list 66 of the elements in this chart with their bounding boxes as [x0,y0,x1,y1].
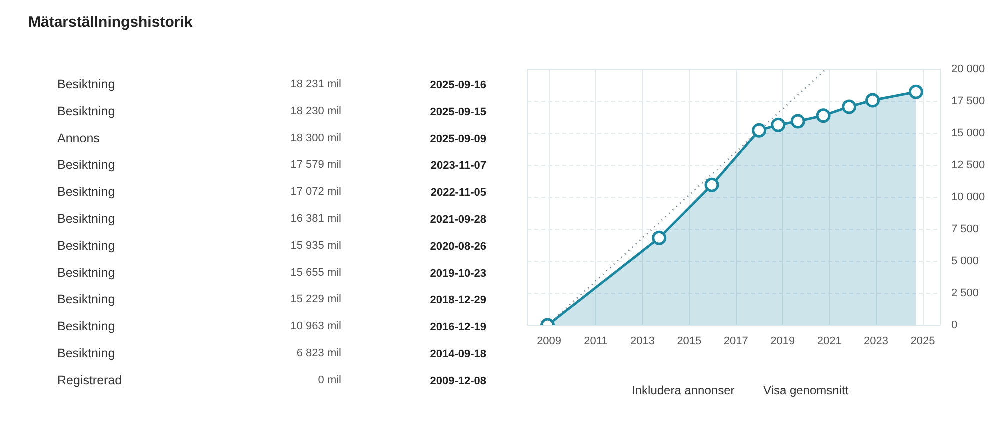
y-tick-label: 20 000 [952,64,986,76]
text: 2025-09-16 [430,80,487,92]
text: Besiktning [58,292,116,307]
text: Besiktning [58,346,116,360]
point [704,178,720,192]
point [842,100,857,114]
text: 2014-09-18 [430,348,487,360]
text: Besiktning [58,158,116,172]
point [771,118,786,132]
point [816,108,831,124]
text: 18 230 mil [290,105,342,118]
point [752,123,767,138]
y-tick-label: 7 500 [952,224,980,236]
text: 2022-11-05 [430,187,487,200]
text: Besiktning [58,78,116,92]
text: 18 300 mil [290,132,342,144]
text: 2016-12-19 [430,322,487,334]
text: 18 231 mil [290,78,342,90]
text: Besiktning [58,320,116,334]
x-tick-label: 2019 [770,336,796,348]
x-tick-label: 2011 [584,336,608,348]
text: 17 072 mil [290,186,342,198]
text: Besiktning [58,104,116,118]
text: Besiktning [58,266,116,280]
text: Annons [58,131,100,146]
y-tick-label: 0 [952,320,958,332]
text: Visa genomsnitt [764,384,850,398]
text: Inkludera annonser [632,384,735,398]
y-tick-label: 10 000 [952,192,986,204]
x-tick-label: 2023 [864,336,889,348]
text: Besiktning [58,212,116,226]
y-tick-label: 5 000 [952,256,980,268]
text: 15 935 mil [290,240,342,252]
text: 15 655 mil [290,266,342,279]
text: 2009-12-08 [430,375,487,388]
y-tick-label: 2 500 [952,288,980,300]
x-tick-label: 2017 [724,336,748,348]
text: 15 229 mil [290,294,342,306]
text: 17 579 mil [290,159,342,172]
x-tick-label: 2025 [910,336,936,348]
y-tick-label: 12 500 [952,160,986,172]
text: 2025-09-09 [430,133,487,146]
text: Besiktning [58,238,116,253]
point [790,114,806,129]
text: 10 963 mil [290,320,342,333]
text: 16 381 mil [290,213,342,225]
text: Besiktning [58,185,116,200]
x-tick-label: 2009 [537,336,562,348]
y-tick-label: 17 500 [952,96,986,108]
x-tick-label: 2021 [817,336,842,348]
text: 2023-11-07 [430,160,487,172]
y-tick-label: 15 000 [952,128,986,140]
text: 2019-10-23 [430,268,487,280]
text: 6 823 mil [296,348,342,360]
text: 2018-12-29 [430,294,487,307]
point [866,93,880,108]
point [908,84,924,100]
text: Registrerad [58,373,122,388]
x-tick-label: 2015 [677,336,702,348]
point [652,230,667,246]
text: 0 mil [318,374,342,386]
x-tick-label: 2013 [630,336,655,348]
text: 2020-08-26 [430,240,487,253]
text: Mätarställningshistorik [28,14,194,31]
text: 2021-09-28 [430,214,487,226]
text: 2025-09-15 [430,106,487,118]
